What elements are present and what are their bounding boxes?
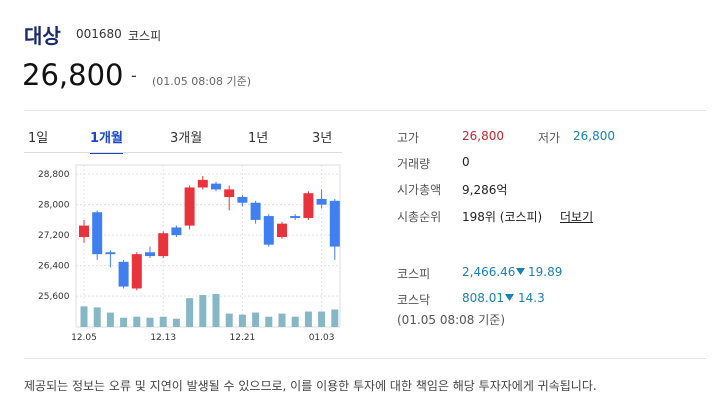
y-tick-label: 28,800 (38, 170, 70, 180)
candle-body (92, 212, 103, 255)
x-tick-label: 01.03 (309, 333, 335, 343)
volume-bar (159, 316, 167, 327)
volume-bar (265, 316, 273, 327)
stat-value: 26,800 (462, 129, 504, 143)
volume-bar (199, 295, 207, 327)
stat-value: 0 (462, 155, 470, 169)
candle-body (277, 223, 287, 238)
volume-bar (304, 311, 312, 327)
candle-body (303, 193, 314, 218)
disclaimer: 제공되는 정보는 오류 및 지연이 발생될 수 있으므로, 이를 이용한 투자에… (24, 379, 597, 393)
tab-line (24, 152, 342, 153)
candle-body (224, 189, 235, 198)
index-label: 코스피 (397, 267, 431, 281)
candle-body (211, 183, 221, 190)
candle-body (290, 216, 301, 218)
stat-label: 시가총액 (397, 183, 442, 197)
volume-bar (186, 298, 194, 327)
stat-value: 198위 (코스피) (462, 210, 543, 224)
volume-bar (278, 313, 286, 327)
tab[interactable]: 1개월 (90, 127, 123, 154)
volume-bar (238, 314, 246, 327)
candle-body (145, 252, 155, 257)
stock-name: 대상 (24, 24, 61, 48)
index-value: 808.01 (462, 291, 504, 305)
candle-body (131, 254, 142, 289)
stock-code: 001680 (76, 27, 122, 41)
candle-body (79, 225, 89, 238)
index-change: 14.3 (518, 291, 545, 305)
stat-label: 거래량 (397, 157, 431, 171)
y-tick-label: 27,200 (38, 231, 70, 241)
volume-bar (225, 313, 233, 327)
tab[interactable]: 1일 (28, 131, 49, 146)
candle-body (250, 202, 261, 220)
stat-label: 저가 (538, 131, 561, 145)
candle-body (184, 187, 195, 226)
stat-value: 9,286억 (462, 183, 508, 197)
x-tick-label: 12.05 (71, 333, 97, 343)
volume-bar (172, 318, 180, 327)
divider (24, 110, 706, 111)
divider (24, 358, 706, 359)
stat-label: 고가 (397, 131, 420, 145)
candle-body (105, 252, 116, 255)
y-tick-label: 28,000 (38, 201, 70, 211)
x-tick-label: 12.13 (150, 333, 176, 343)
chart: 25,600 26,400 27,200 28,000 28,800 12.05 12.13… (38, 164, 341, 343)
down-arrow (505, 294, 514, 301)
volume-bar (93, 307, 101, 327)
candle-body (237, 197, 248, 203)
price-time: (01.05 08:08 기준) (152, 75, 252, 88)
index-time: (01.05 08:08 기준) (397, 313, 506, 327)
tab[interactable]: 1년 (248, 131, 269, 146)
volume-bar (146, 317, 154, 327)
candle-body (118, 261, 129, 287)
stat-value: 26,800 (573, 129, 615, 143)
down-arrow (516, 268, 525, 275)
price: 26,800 (22, 58, 124, 92)
stat-label: 시총순위 (397, 210, 442, 224)
y-tick-label: 25,600 (38, 292, 70, 302)
candle-body (263, 216, 274, 245)
volume-bar (212, 294, 220, 327)
candle-body (158, 233, 169, 257)
index-change: 19.89 (528, 265, 563, 279)
volume-bar (318, 311, 326, 327)
volume-bar (291, 316, 299, 327)
volume-bar (120, 317, 128, 327)
candle-body (197, 179, 208, 188)
volume-bar (331, 309, 339, 327)
candle-body (171, 227, 182, 236)
plot-border (75, 164, 341, 328)
x-tick-label: 12.21 (230, 333, 256, 343)
candle-body (329, 200, 340, 247)
index-value: 2,466.46 (462, 265, 516, 279)
index-label: 코스닥 (397, 293, 431, 307)
candle-body (316, 198, 327, 205)
volume-bar (133, 316, 141, 327)
volume-bar (80, 306, 88, 327)
price-change: - (131, 66, 137, 85)
more-link[interactable]: 더보기 (560, 210, 594, 224)
y-tick-label: 26,400 (38, 262, 70, 272)
volume-bar (106, 312, 114, 327)
tab[interactable]: 3년 (312, 131, 333, 146)
tab[interactable]: 3개월 (170, 131, 203, 146)
volume-bar (252, 312, 260, 327)
market: 코스피 (128, 29, 162, 43)
